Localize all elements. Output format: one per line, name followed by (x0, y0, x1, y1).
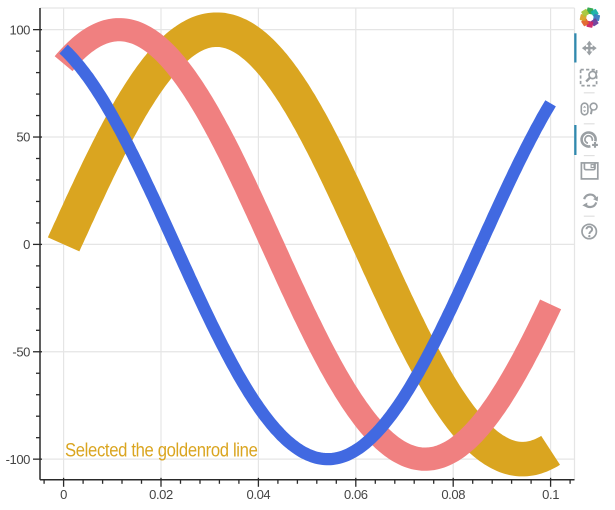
svg-text:0.06: 0.06 (344, 487, 368, 502)
svg-text:0.04: 0.04 (247, 487, 271, 502)
svg-text:0.08: 0.08 (441, 487, 465, 502)
svg-text:-50: -50 (12, 344, 30, 359)
svg-text:0: 0 (60, 487, 67, 502)
svg-text:50: 50 (16, 130, 30, 145)
svg-text:Selected the goldenrod line: Selected the goldenrod line (65, 440, 258, 462)
svg-text:100: 100 (10, 22, 31, 37)
svg-text:-100: -100 (6, 452, 31, 467)
svg-text:0: 0 (23, 237, 30, 252)
svg-text:0.1: 0.1 (542, 487, 559, 502)
svg-text:0.02: 0.02 (149, 487, 173, 502)
